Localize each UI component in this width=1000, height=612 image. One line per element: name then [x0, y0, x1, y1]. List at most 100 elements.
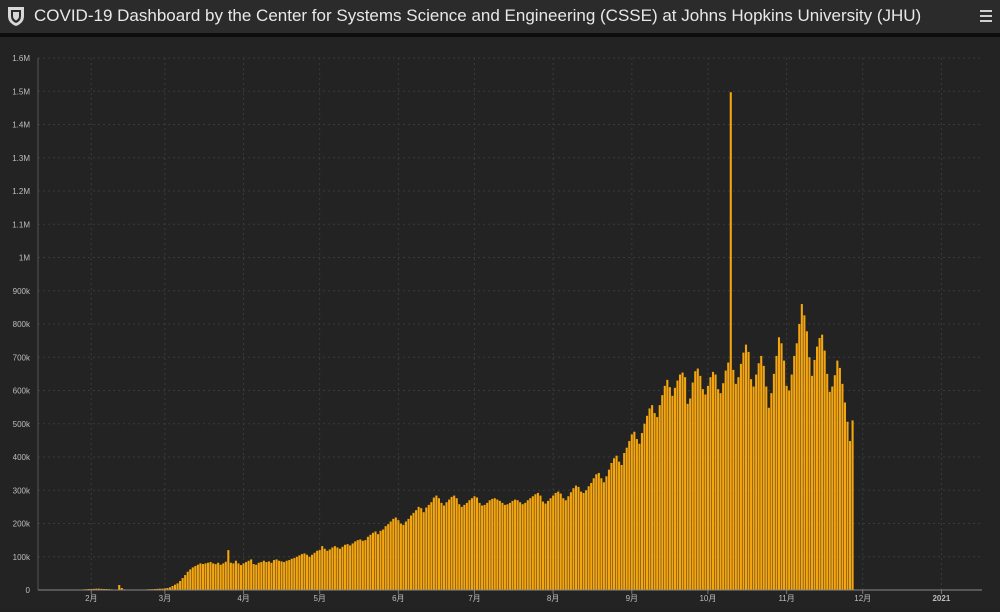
bar[interactable]	[405, 522, 407, 591]
bar[interactable]	[326, 551, 328, 590]
bar[interactable]	[537, 493, 539, 590]
bar[interactable]	[694, 371, 696, 590]
bar[interactable]	[557, 492, 559, 590]
bar[interactable]	[382, 529, 384, 590]
bar[interactable]	[702, 389, 704, 590]
bar[interactable]	[390, 522, 392, 591]
bar[interactable]	[476, 498, 478, 590]
bar[interactable]	[529, 498, 531, 590]
bar[interactable]	[423, 512, 425, 590]
bar[interactable]	[387, 524, 389, 590]
bar[interactable]	[674, 388, 676, 590]
bar[interactable]	[806, 331, 808, 590]
bar[interactable]	[220, 565, 222, 590]
bar[interactable]	[235, 561, 237, 590]
bar[interactable]	[547, 501, 549, 590]
bar[interactable]	[321, 546, 323, 590]
bar[interactable]	[517, 500, 519, 590]
bar[interactable]	[283, 562, 285, 590]
bar[interactable]	[788, 391, 790, 591]
bar[interactable]	[491, 499, 493, 590]
bar[interactable]	[298, 555, 300, 590]
bar[interactable]	[331, 547, 333, 590]
bar[interactable]	[286, 561, 288, 590]
bar[interactable]	[770, 393, 772, 590]
bar[interactable]	[359, 539, 361, 590]
bar[interactable]	[171, 586, 173, 590]
bar[interactable]	[192, 567, 194, 590]
bar[interactable]	[306, 555, 308, 590]
bar[interactable]	[621, 465, 623, 590]
bar[interactable]	[638, 444, 640, 590]
bar[interactable]	[628, 441, 630, 590]
bar[interactable]	[649, 408, 651, 590]
bar[interactable]	[324, 549, 326, 590]
bar[interactable]	[824, 351, 826, 590]
bar[interactable]	[260, 562, 262, 590]
bar[interactable]	[588, 486, 590, 590]
bar[interactable]	[796, 343, 798, 590]
bar[interactable]	[684, 377, 686, 590]
bar[interactable]	[585, 490, 587, 590]
bar[interactable]	[715, 375, 717, 590]
bar[interactable]	[344, 545, 346, 590]
bar[interactable]	[372, 533, 374, 590]
bar[interactable]	[288, 560, 290, 590]
bar[interactable]	[311, 555, 313, 590]
bar[interactable]	[727, 363, 729, 590]
bar[interactable]	[245, 562, 247, 590]
bar[interactable]	[550, 498, 552, 590]
bar[interactable]	[258, 563, 260, 590]
bar[interactable]	[633, 432, 635, 590]
bar[interactable]	[524, 503, 526, 590]
bar[interactable]	[435, 496, 437, 590]
bar[interactable]	[697, 369, 699, 590]
bar[interactable]	[380, 531, 382, 590]
bar[interactable]	[202, 564, 204, 590]
bar[interactable]	[580, 492, 582, 590]
bar[interactable]	[385, 526, 387, 590]
bar[interactable]	[654, 413, 656, 590]
bar[interactable]	[808, 357, 810, 590]
bar[interactable]	[671, 396, 673, 590]
bar[interactable]	[268, 561, 270, 590]
bar[interactable]	[341, 547, 343, 590]
bar[interactable]	[222, 563, 224, 590]
bar[interactable]	[479, 503, 481, 590]
bar[interactable]	[742, 353, 744, 590]
bar[interactable]	[253, 564, 255, 590]
bar[interactable]	[552, 496, 554, 590]
bar[interactable]	[712, 372, 714, 590]
bar[interactable]	[709, 377, 711, 590]
bar[interactable]	[608, 470, 610, 590]
bar[interactable]	[207, 563, 209, 590]
bar[interactable]	[583, 493, 585, 590]
bar[interactable]	[522, 504, 524, 590]
bar[interactable]	[468, 500, 470, 590]
bar[interactable]	[768, 408, 770, 590]
bar[interactable]	[679, 375, 681, 590]
bar[interactable]	[760, 356, 762, 590]
bar[interactable]	[826, 374, 828, 590]
bar[interactable]	[334, 546, 336, 590]
bar[interactable]	[281, 561, 283, 590]
bar[interactable]	[780, 343, 782, 590]
bar[interactable]	[504, 505, 506, 590]
bar[interactable]	[562, 498, 564, 590]
bar[interactable]	[217, 563, 219, 590]
bar[interactable]	[641, 433, 643, 590]
bar[interactable]	[451, 497, 453, 590]
bar[interactable]	[308, 557, 310, 590]
bar[interactable]	[362, 541, 364, 590]
bar[interactable]	[349, 545, 351, 590]
bar[interactable]	[448, 500, 450, 590]
bar[interactable]	[501, 503, 503, 590]
bar[interactable]	[575, 486, 577, 590]
bar[interactable]	[486, 503, 488, 590]
bar[interactable]	[595, 474, 597, 590]
bar[interactable]	[199, 563, 201, 590]
bar[interactable]	[215, 564, 217, 590]
bar[interactable]	[499, 501, 501, 590]
bar[interactable]	[265, 562, 267, 590]
bar[interactable]	[512, 501, 514, 590]
